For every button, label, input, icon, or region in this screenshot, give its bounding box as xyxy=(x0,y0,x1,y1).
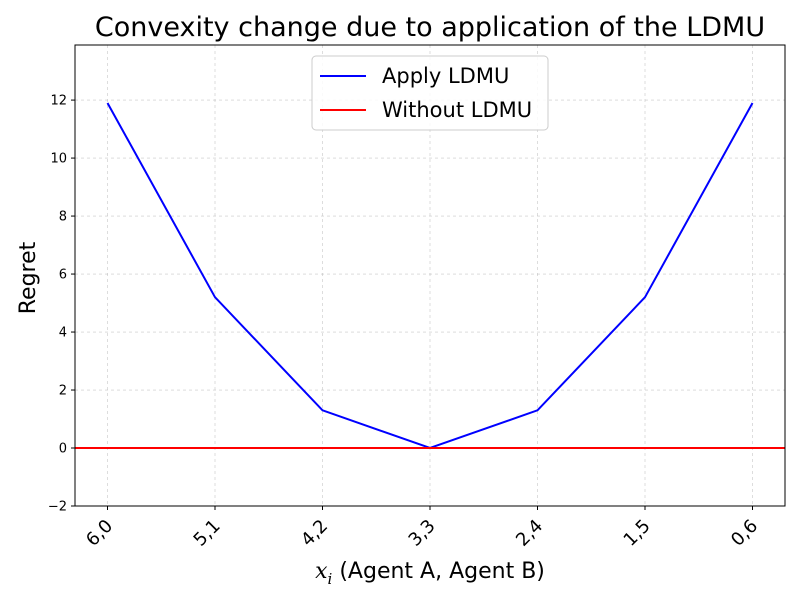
y-tick-label: −2 xyxy=(48,500,67,515)
x-axis-ticks: 6,0 5,1 4,2 3,3 2,4 1,5 0,6 xyxy=(82,506,762,551)
y-tick-label: 10 xyxy=(50,152,67,167)
x-tick-label: 1,5 xyxy=(620,516,655,551)
x-axis-label-var: x xyxy=(315,559,328,584)
y-tick-label: 4 xyxy=(59,326,67,341)
x-tick-label: 6,0 xyxy=(82,516,117,551)
y-axis-ticks: −2 0 2 4 6 8 10 12 xyxy=(48,94,75,515)
legend: Apply LDMU Without LDMU xyxy=(311,55,549,131)
x-axis-label-sub: i xyxy=(328,570,333,588)
chart-title: Convexity change due to application of t… xyxy=(95,12,765,43)
x-tick-label: 0,6 xyxy=(727,516,762,551)
y-tick-label: 0 xyxy=(59,442,67,457)
x-tick-label: 4,2 xyxy=(297,516,332,551)
legend-label-apply-ldmu: Apply LDMU xyxy=(382,64,509,88)
y-tick-label: 2 xyxy=(59,384,67,399)
legend-label-without-ldmu: Without LDMU xyxy=(382,98,532,122)
x-axis-label-rest: (Agent A, Agent B) xyxy=(332,559,545,584)
x-tick-label: 5,1 xyxy=(190,516,225,551)
y-tick-label: 8 xyxy=(59,210,67,225)
y-axis-label: Regret xyxy=(16,241,41,314)
x-axis-label: xi (Agent A, Agent B) xyxy=(315,559,545,588)
x-tick-label: 3,3 xyxy=(405,516,440,551)
y-tick-label: 12 xyxy=(50,94,67,109)
x-tick-label: 2,4 xyxy=(512,516,547,551)
legend-box xyxy=(311,55,549,131)
plot-series xyxy=(75,102,785,450)
y-tick-label: 6 xyxy=(59,268,67,283)
